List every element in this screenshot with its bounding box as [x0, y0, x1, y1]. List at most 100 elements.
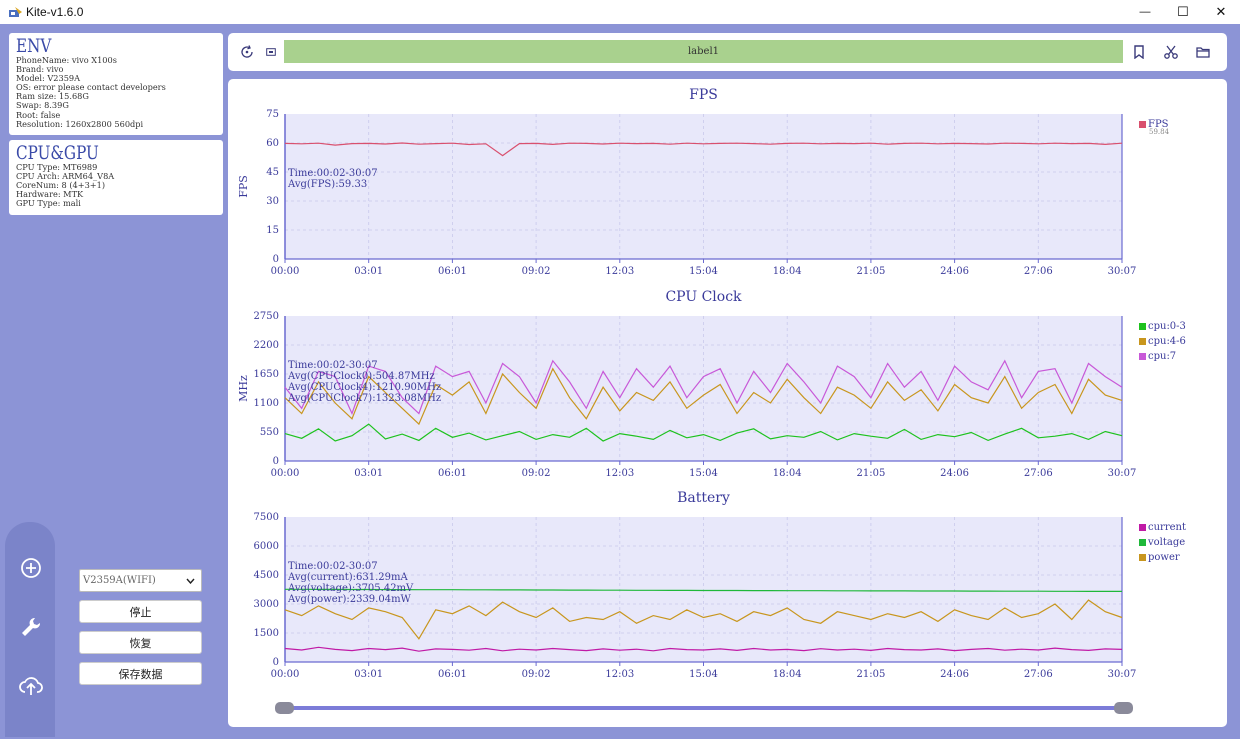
bookmark-icon [1134, 45, 1144, 59]
chart-annotation: Avg(FPS):59.33 [287, 179, 367, 190]
cpugpu-line: CoreNum: 8 (4+3+1) [16, 180, 106, 191]
chart-0: 0 15 30 45 60 75 00:00 03:01 06:01 09:02 12:03 15:0… [237, 109, 1136, 277]
legend-item[interactable]: FPS [1139, 117, 1169, 132]
chart-annotation: Avg(current):631.29mA [287, 572, 408, 583]
chart-annotation: Time:00:02-30:07 [288, 168, 378, 179]
chart-annotation: Avg(CPUClock4):1210.90MHz [287, 382, 441, 393]
y-tick-label: 4500 [254, 570, 279, 581]
y-axis-label: MHz [237, 375, 250, 402]
y-tick-label: 2200 [254, 340, 279, 351]
x-tick-label: 12:03 [605, 669, 634, 680]
device-select-value: V2359A(WIFI) [83, 575, 156, 586]
refresh-button[interactable] [238, 43, 256, 61]
device-select[interactable]: V2359A(WIFI) [79, 569, 202, 592]
timeline-slider[interactable] [274, 700, 1134, 714]
minimize-button[interactable]: — [1126, 0, 1164, 24]
legend-label: cpu:4-6 [1148, 336, 1186, 347]
chart-annotation: Avg(power):2339.04mW [287, 594, 412, 605]
legend-label: cpu:0-3 [1148, 321, 1186, 332]
legend-item[interactable]: voltage [1139, 535, 1186, 550]
stop-button[interactable]: 停止 [79, 600, 202, 623]
screenshot-button[interactable] [262, 43, 280, 61]
close-button[interactable]: ✕ [1202, 0, 1240, 24]
x-tick-label: 21:05 [856, 266, 885, 277]
cpugpu-line: CPU Type: MT6989 [16, 162, 98, 172]
env-line: Ram size: 15.68G [16, 91, 89, 102]
y-tick-label: 3000 [254, 599, 279, 610]
add-device-icon [21, 558, 41, 578]
x-tick-label: 15:04 [689, 468, 718, 479]
x-tick-label: 03:01 [354, 468, 383, 479]
resume-button[interactable]: 恢复 [79, 631, 202, 654]
x-tick-label: 24:06 [940, 669, 969, 680]
toolbar: label1 [228, 33, 1227, 71]
upload-icon [19, 677, 43, 695]
chart-annotation: Time:00:02-30:07 [288, 561, 378, 572]
env-line: OS: error please contact developers [16, 82, 166, 93]
chart-title: Battery [677, 490, 730, 506]
label-bar[interactable]: label1 [284, 40, 1123, 63]
sidebar: ENV PhoneName: vivo X100s Brand: vivo Mode… [0, 24, 228, 739]
cpugpu-lines: CPU Type: MT6989 CPU Arch: ARM64_V8A CoreN… [16, 162, 216, 208]
env-line: Root: false [16, 109, 61, 120]
legend-item[interactable]: cpu:4-6 [1139, 334, 1186, 349]
x-tick-label: 21:05 [856, 468, 885, 479]
x-tick-label: 00:00 [271, 266, 300, 277]
x-tick-label: 09:02 [522, 266, 551, 277]
screenshot-icon [266, 48, 276, 56]
legend-swatch [1139, 338, 1146, 345]
cpugpu-panel: CPU&GPU CPU Type: MT6989 CPU Arch: ARM64_… [9, 140, 223, 215]
series-line-current [284, 646, 1123, 652]
series-line-power [284, 599, 1123, 640]
x-tick-label: 06:01 [438, 266, 467, 277]
legend-item[interactable]: cpu:7 [1139, 349, 1186, 364]
y-tick-label: 550 [260, 427, 279, 438]
chart-1: 0 550 1100 1650 2200 2750 00:00 03:01 06:01 09:02… [237, 311, 1136, 479]
x-tick-label: 27:06 [1024, 669, 1053, 680]
folder-icon [1196, 47, 1210, 58]
env-line: Brand: vivo [16, 64, 64, 75]
y-tick-label: 75 [266, 109, 279, 120]
y-tick-label: 7500 [254, 512, 279, 523]
chart-annotation: Time:00:02-30:07 [288, 360, 378, 371]
legend-swatch [1139, 554, 1146, 561]
refresh-icon [241, 45, 253, 58]
chart-legend: FPS 59.84 [1139, 117, 1169, 136]
chart-legend: cpu:0-3 cpu:4-6 cpu:7 [1139, 319, 1186, 364]
legend-label: current [1148, 522, 1186, 533]
maximize-icon: ☐ [1177, 4, 1189, 19]
y-axis-label: FPS [237, 175, 250, 198]
upload-button[interactable] [19, 674, 43, 698]
save-data-button[interactable]: 保存数据 [79, 662, 202, 685]
chart-annotation: Avg(CPUClock7):1323.08MHz [287, 393, 441, 404]
y-tick-label: 30 [266, 196, 279, 207]
tools-button[interactable] [19, 615, 43, 639]
legend-item[interactable]: current [1139, 520, 1186, 535]
legend-label: cpu:7 [1148, 351, 1177, 362]
open-folder-button[interactable] [1194, 43, 1212, 61]
chart-title: FPS [689, 87, 718, 103]
cut-button[interactable] [1162, 43, 1180, 61]
legend-item[interactable]: cpu:0-3 [1139, 319, 1186, 334]
y-tick-label: 1650 [254, 369, 279, 380]
add-device-button[interactable] [19, 556, 43, 580]
minimize-icon: — [1139, 6, 1151, 18]
legend-item[interactable]: power [1139, 550, 1186, 565]
x-tick-label: 12:03 [605, 468, 634, 479]
slider-handle-end[interactable] [1114, 702, 1133, 714]
env-panel: ENV PhoneName: vivo X100s Brand: vivo Mode… [9, 33, 223, 135]
maximize-button[interactable]: ☐ [1164, 0, 1202, 24]
env-line: PhoneName: vivo X100s [16, 55, 117, 65]
chart-annotation: Avg(voltage):3705.42mV [287, 583, 414, 594]
x-tick-label: 03:01 [354, 266, 383, 277]
y-tick-label: 0 [273, 456, 279, 467]
legend-swatch [1139, 121, 1146, 128]
legend-swatch [1139, 524, 1146, 531]
slider-handle-start[interactable] [275, 702, 294, 714]
chevron-down-icon [186, 578, 195, 584]
x-tick-label: 06:01 [438, 468, 467, 479]
x-tick-label: 15:04 [689, 669, 718, 680]
cpugpu-line: Hardware: MTK [16, 189, 84, 200]
x-tick-label: 18:04 [773, 468, 802, 479]
bookmark-button[interactable] [1130, 43, 1148, 61]
